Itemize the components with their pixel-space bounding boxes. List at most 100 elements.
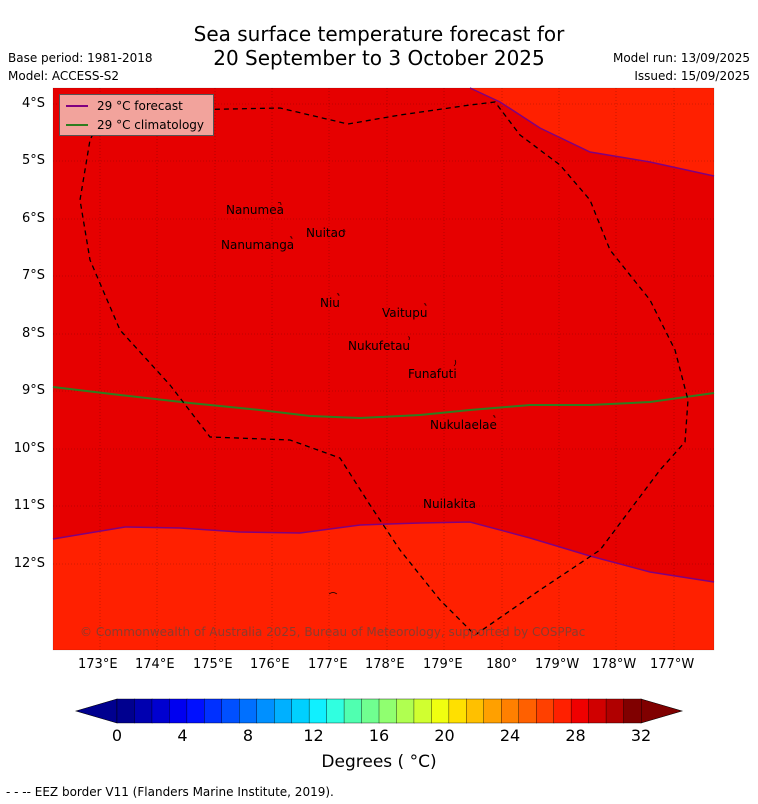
colorbar-segment xyxy=(326,698,345,724)
lat-label: 7°S xyxy=(21,268,45,283)
lon-label: 179°E xyxy=(423,657,463,672)
colorbar-tick-label: 28 xyxy=(565,726,585,745)
colorbar-segment xyxy=(553,698,572,724)
colorbar-segment xyxy=(134,698,153,724)
region-29c xyxy=(53,88,714,582)
island-nanumea xyxy=(277,201,282,206)
lat-label: 9°S xyxy=(21,383,45,398)
gridlines xyxy=(53,88,714,650)
colorbar: 0 4 8 12 16 20 24 28 32 xyxy=(74,698,684,745)
model-run: Model run: 13/09/2025 xyxy=(612,51,750,65)
meta-right: Model run: 13/09/2025 Issued: 15/09/2025 xyxy=(613,49,750,85)
island-niu xyxy=(336,293,340,297)
colorbar-segment xyxy=(361,698,380,724)
colorbar-segment xyxy=(413,698,432,724)
eez-footnote: - - -- EEZ border V11 (Flanders Marine I… xyxy=(6,785,334,799)
place-label: Nukulaelae xyxy=(430,418,497,432)
colorbar-segment xyxy=(448,698,467,724)
colorbar-segment xyxy=(343,698,363,724)
lat-label: 6°S xyxy=(21,211,45,226)
base-period: Base period: 1981-2018 xyxy=(8,51,153,65)
colorbar-tick-label: 8 xyxy=(243,726,253,745)
title-line-2: 20 September to 3 October 2025 xyxy=(213,46,545,70)
island-nanumanga xyxy=(289,236,293,240)
legend-climatology-label: 29 °C climatology xyxy=(97,118,205,132)
colorbar-segment xyxy=(536,698,555,724)
place-label: Nuilakita xyxy=(423,497,476,511)
meta-left: Base period: 1981-2018 Model: ACCESS-S2 xyxy=(8,49,153,85)
lat-label: 11°S xyxy=(13,498,45,513)
lon-label: 180° xyxy=(486,657,518,672)
island-south xyxy=(328,592,338,595)
lon-label: 174°E xyxy=(135,657,175,672)
legend-forecast-line xyxy=(66,105,88,107)
colorbar-segment xyxy=(204,698,223,724)
colorbar-segment xyxy=(466,698,485,724)
forecast-contour-south xyxy=(52,521,715,583)
lat-label: 10°S xyxy=(13,441,45,456)
colorbar-segment xyxy=(274,698,293,724)
colorbar-segments xyxy=(116,698,642,724)
colorbar-segment xyxy=(151,698,170,724)
colorbar-tick-label: 20 xyxy=(434,726,454,745)
colorbar-under-arrow xyxy=(74,698,118,724)
legend-climatology: 29 °C climatology xyxy=(66,116,204,134)
copyright-notice: © Commonwealth of Australia 2025, Bureau… xyxy=(80,625,586,639)
eez-border xyxy=(79,101,689,636)
lon-label: 175°E xyxy=(193,657,233,672)
lon-label: 177°W xyxy=(650,657,695,672)
chart-title: Sea surface temperature forecast for 20 … xyxy=(0,22,758,70)
model-name: Model: ACCESS-S2 xyxy=(8,69,120,83)
map-legend: 29 °C forecast 29 °C climatology xyxy=(59,94,214,136)
colorbar-segment xyxy=(605,698,625,724)
title-line-1: Sea surface temperature forecast for xyxy=(193,22,565,46)
colorbar-label: Degrees ( °C) xyxy=(321,752,437,772)
colorbar-tick-label: 16 xyxy=(369,726,389,745)
colorbar-segment xyxy=(431,698,450,724)
colorbar-tick-label: 0 xyxy=(112,726,122,745)
colorbar-segment xyxy=(169,698,188,724)
place-label: Nukufetau xyxy=(348,339,411,353)
colorbar-segment xyxy=(221,698,240,724)
lon-label: 179°W xyxy=(535,657,580,672)
island-nuitao xyxy=(342,229,346,233)
colorbar-tick-label: 12 xyxy=(303,726,323,745)
lon-label: 173°E xyxy=(78,657,118,672)
place-label: Nanumea xyxy=(226,203,284,217)
place-label: Nanumanga xyxy=(221,238,295,252)
colorbar-segment xyxy=(256,698,275,724)
lon-label: 178°E xyxy=(365,657,405,672)
colorbar-segment xyxy=(570,698,590,724)
place-label: Niu xyxy=(320,296,340,310)
colorbar-segment xyxy=(239,698,258,724)
colorbar-segment xyxy=(308,698,328,724)
legend-forecast: 29 °C forecast xyxy=(66,97,183,115)
forecast-contour-north xyxy=(469,87,715,177)
lat-label: 5°S xyxy=(21,153,45,168)
colorbar-segment xyxy=(396,698,415,724)
colorbar-tick-label: 24 xyxy=(500,726,520,745)
lat-label: 8°S xyxy=(21,326,45,341)
colorbar-segment xyxy=(378,698,398,724)
colorbar-segment xyxy=(116,698,136,724)
legend-forecast-label: 29 °C forecast xyxy=(97,99,183,113)
island-vaitupu xyxy=(423,303,427,307)
colorbar-tick-label: 4 xyxy=(177,726,187,745)
legend-climatology-line xyxy=(66,124,88,126)
map-frame xyxy=(52,87,715,651)
colorbar-segment xyxy=(588,698,607,724)
colorbar-segment xyxy=(186,698,205,724)
island-nukufetau xyxy=(407,336,410,341)
colorbar-segment xyxy=(501,698,520,724)
colorbar-ticks: 0 4 8 12 16 20 24 28 32 xyxy=(112,726,651,745)
lat-label: 4°S xyxy=(21,96,45,111)
place-label: Vaitupu xyxy=(382,306,428,320)
colorbar-segment xyxy=(518,698,537,724)
place-label: Funafuti xyxy=(408,367,457,381)
colorbar-segment xyxy=(623,698,642,724)
island-funafuti xyxy=(453,359,457,367)
lon-label: 178°W xyxy=(592,657,637,672)
lat-label: 12°S xyxy=(13,556,45,571)
colorbar-over-arrow xyxy=(640,698,684,724)
